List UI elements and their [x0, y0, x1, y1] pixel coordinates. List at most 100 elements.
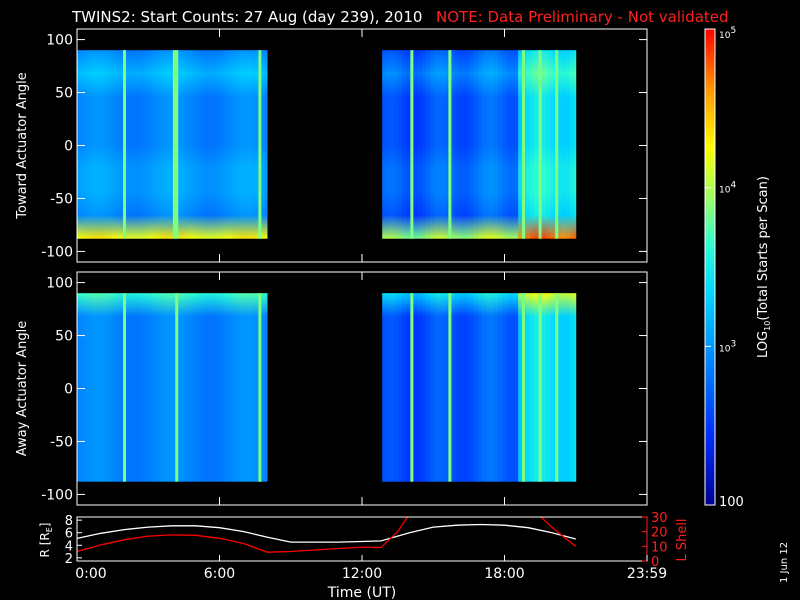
- heat-column: [406, 50, 411, 239]
- heat-column: [133, 50, 138, 239]
- heat-column: [145, 293, 150, 482]
- heat-column: [466, 293, 471, 482]
- y-tick-label: -100: [41, 244, 73, 260]
- heat-column: [542, 50, 547, 239]
- heat-column: [570, 293, 575, 482]
- heat-column: [498, 50, 503, 239]
- heat-column: [550, 293, 555, 482]
- heat-column: [434, 293, 439, 482]
- heat-column: [81, 50, 86, 239]
- heat-stripe: [410, 50, 414, 239]
- heat-column: [418, 293, 423, 482]
- heat-column: [197, 50, 202, 239]
- heat-stripe: [538, 293, 542, 482]
- heat-column: [213, 50, 218, 239]
- r-axis-label-end: ]: [38, 523, 52, 528]
- heat-column: [153, 50, 158, 239]
- heat-column: [245, 50, 250, 239]
- heat-column: [534, 293, 539, 482]
- y-tick-label: 100: [46, 276, 73, 292]
- away-axis-label: Away Actuator Angle: [15, 321, 30, 456]
- y-tick-label: -100: [41, 487, 73, 503]
- heat-column: [486, 50, 491, 239]
- heat-column: [261, 50, 266, 239]
- y-tick-label: -50: [50, 434, 73, 450]
- heat-column: [470, 50, 475, 239]
- heat-column: [454, 50, 459, 239]
- colorbar-tick-label: 105: [719, 26, 736, 41]
- heat-column: [189, 50, 194, 239]
- heat-column: [177, 293, 182, 482]
- x-tick-label: 12:00: [342, 566, 382, 582]
- heat-column: [406, 293, 411, 482]
- heat-column: [217, 293, 222, 482]
- heat-column: [241, 50, 246, 239]
- heat-column: [149, 50, 154, 239]
- heat-column: [490, 50, 495, 239]
- heat-column: [546, 293, 551, 482]
- x-tick-label: 18:00: [484, 566, 524, 582]
- heat-column: [398, 293, 403, 482]
- heat-column: [101, 50, 106, 239]
- heat-column: [514, 50, 519, 239]
- colorbar-label-rest: (Total Starts per Scan): [756, 176, 771, 321]
- heat-column: [574, 50, 577, 239]
- heat-column: [201, 293, 206, 482]
- right-y-tick-label: 30: [651, 511, 668, 526]
- heat-column: [442, 293, 447, 482]
- heat-column: [213, 293, 218, 482]
- heat-column: [566, 50, 571, 239]
- heat-column: [89, 50, 94, 239]
- right-y-tick-label: 20: [651, 526, 668, 541]
- left-y-tick-label: 6: [65, 527, 73, 542]
- heat-column: [490, 293, 495, 482]
- heat-column: [97, 50, 102, 239]
- heat-column: [145, 50, 150, 239]
- heat-column: [161, 50, 166, 239]
- heat-stripe: [175, 50, 179, 239]
- heat-stripe: [522, 293, 525, 482]
- heat-stripe: [448, 293, 452, 482]
- heat-column: [550, 50, 555, 239]
- heat-column: [165, 50, 170, 239]
- heat-stripe: [172, 50, 176, 239]
- heat-column: [265, 293, 268, 482]
- heat-column: [478, 50, 483, 239]
- heat-column: [197, 293, 202, 482]
- heat-column: [562, 50, 567, 239]
- y-tick-label: 0: [64, 139, 73, 155]
- heat-column: [438, 293, 443, 482]
- colorbar-tick-exp: 5: [730, 26, 736, 36]
- heat-column: [137, 50, 142, 239]
- heat-stripe: [410, 293, 414, 482]
- heat-column: [494, 293, 499, 482]
- toward-heatmap-panel: 100 50 0 -50 -100 Toward Actuator Angle: [15, 28, 648, 263]
- heat-column: [498, 293, 503, 482]
- heat-stripe: [123, 50, 126, 239]
- heat-column: [225, 50, 230, 239]
- colorbar-tick-base: 10: [719, 186, 731, 196]
- colorbar-label-base: LOG: [756, 331, 771, 358]
- heat-column: [386, 293, 391, 482]
- heat-column: [185, 50, 190, 239]
- heat-column: [402, 293, 407, 482]
- heat-column: [546, 50, 551, 239]
- away-heatmap-panel: 100 50 0 -50 -100 Away Actuator Angle: [15, 271, 648, 506]
- heat-column: [193, 293, 198, 482]
- heat-stripe: [555, 50, 559, 239]
- heat-stripe: [175, 293, 179, 482]
- l-shell-series-line: [77, 517, 577, 553]
- heat-column: [253, 50, 258, 239]
- heat-column: [125, 293, 130, 482]
- colorbar-tick-exp: 3: [730, 339, 736, 349]
- colorbar-gradient: [704, 28, 716, 506]
- heat-column: [506, 293, 511, 482]
- heat-column: [398, 50, 403, 239]
- heat-column: [482, 293, 487, 482]
- x-axis-title: Time (UT): [327, 585, 396, 600]
- heat-column: [193, 50, 198, 239]
- heat-column: [474, 293, 479, 482]
- heat-column: [430, 293, 435, 482]
- heat-column: [85, 50, 90, 239]
- heat-column: [181, 293, 186, 482]
